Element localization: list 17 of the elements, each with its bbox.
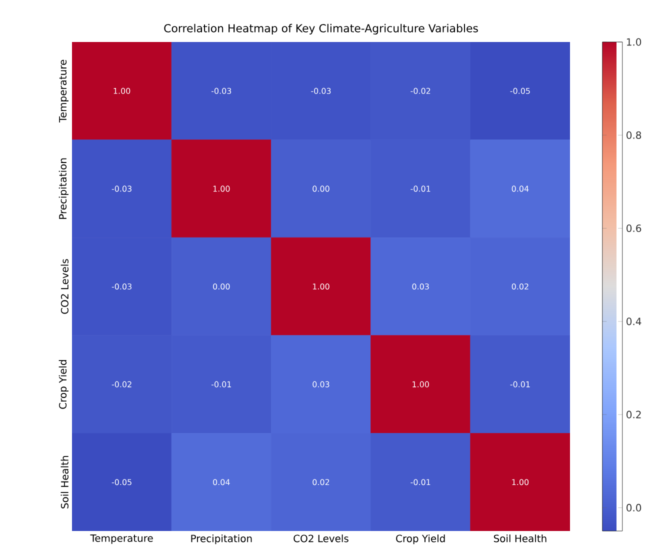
y-tick-label: Temperature [59, 60, 68, 122]
color-bar-label: 0.0 [626, 504, 642, 512]
x-tick-label: Soil Health [494, 534, 546, 542]
x-tick-label: Precipitation [191, 534, 252, 544]
x-tick-label: Crop Yield [396, 534, 445, 544]
x-tick-label: Temperature [90, 534, 153, 544]
y-tick-label: Soil Health [60, 456, 68, 508]
color-bar-label: 0.4 [626, 318, 642, 326]
color-bar-label: 0.8 [626, 131, 642, 139]
y-tick-label: Crop Yield [58, 360, 68, 409]
x-tick-label: CO2 Levels [294, 534, 348, 542]
chart-title: Correlation Heatmap of Key Climate-Agriculture Variables [164, 24, 478, 35]
color-bar-label: 0.2 [626, 410, 641, 418]
y-tick-label: Precipitation [58, 158, 68, 219]
color-bar-label: 0.6 [626, 224, 642, 232]
color-bar-label: 1.0 [626, 38, 642, 46]
y-tick-label: CO2 Levels [60, 259, 68, 314]
